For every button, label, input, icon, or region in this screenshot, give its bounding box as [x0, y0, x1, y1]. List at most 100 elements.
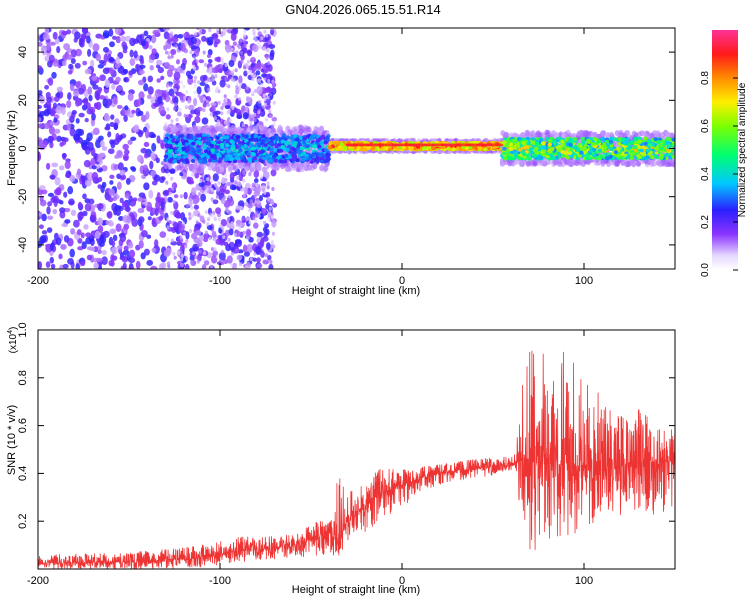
- spectrogram-cell: [55, 186, 62, 196]
- spectrogram-cell: [255, 211, 259, 216]
- spectrogram-cell: [236, 114, 243, 120]
- spectrogram-cell: [319, 140, 324, 145]
- spectrogram-cell: [236, 175, 240, 180]
- spectrogram-cell: [208, 70, 212, 75]
- spectrogram-cell: [52, 195, 59, 203]
- spectrogram-cell: [202, 219, 206, 224]
- spectrogram-cell: [173, 194, 179, 199]
- spectrogram-cell: [169, 83, 173, 88]
- spectrogram-cell: [175, 212, 182, 219]
- spectrogram-cell: [242, 178, 246, 183]
- spectrogram-cell: [46, 206, 51, 215]
- spectrogram-cell: [149, 65, 154, 71]
- spectrogram-cell: [189, 254, 195, 262]
- spectrogram-cell: [297, 150, 302, 155]
- spectrogram-cell: [236, 152, 241, 157]
- spectrogram-cell: [137, 131, 143, 138]
- spectrogram-cell: [252, 137, 258, 142]
- spectrogram-cell: [230, 221, 235, 229]
- spectrogram-cell: [246, 151, 252, 156]
- spectrogram-cell: [301, 151, 307, 156]
- spectrogram-cell: [214, 74, 218, 79]
- spectrogram-cell: [233, 263, 237, 267]
- spectrogram-cell: [173, 71, 181, 81]
- spectrogram-cell: [311, 153, 316, 158]
- spectrogram-cell: [146, 94, 152, 100]
- spectrogram-cell: [273, 158, 278, 163]
- spectrogram-cell: [192, 126, 198, 133]
- spectrogram-cell: [235, 50, 239, 55]
- spectrogram-cell: [100, 234, 105, 244]
- spectrogram-cell: [208, 236, 212, 241]
- spectrogram-cell: [269, 217, 273, 222]
- spectrogram-cell: [202, 145, 207, 150]
- spectrogram-cell: [184, 244, 188, 249]
- spectrogram-cell: [58, 165, 65, 171]
- spectrogram-cell: [202, 186, 206, 191]
- spectrogram-cell: [104, 114, 111, 122]
- spectrogram-cell: [285, 147, 290, 152]
- spectrogram-cell: [63, 191, 68, 198]
- spectrogram-cell: [315, 138, 321, 143]
- spectrogram-cell: [44, 55, 50, 62]
- spectrogram-cell: [263, 220, 267, 225]
- spectrogram-cell: [188, 212, 192, 217]
- spectrogram-cell: [151, 217, 157, 225]
- spectrogram-cell: [68, 63, 74, 70]
- spectrogram-cell: [193, 204, 200, 210]
- spectrogram-cell: [169, 133, 174, 138]
- spectrogram-cell: [232, 41, 238, 46]
- spectrogram-cell: [285, 135, 291, 140]
- spectrogram-cell: [121, 41, 127, 48]
- spectrogram-cell: [201, 35, 207, 42]
- spectrogram-cell: [162, 190, 169, 196]
- spectrogram-cell: [122, 153, 129, 162]
- spectrogram-cell: [264, 253, 269, 258]
- spectrogram-cell: [171, 186, 175, 191]
- spectrogram-cell: [163, 138, 168, 143]
- spectrogram-cell: [195, 220, 199, 225]
- spectrogram-cell: [218, 126, 224, 133]
- spectrogram-cell: [268, 141, 274, 146]
- spectrogram-cell: [140, 147, 148, 154]
- spectrogram-cell: [234, 68, 238, 73]
- spectrogram-cell: [167, 158, 173, 163]
- spectrogram-cell: [238, 96, 242, 101]
- spectrogram-cell: [252, 156, 258, 161]
- spectrogram-cell: [271, 82, 277, 88]
- spectrogram-cell: [198, 249, 202, 254]
- spectrogram-cell: [197, 39, 201, 44]
- spectrogram-cell: [246, 235, 250, 240]
- spectrogram-cell: [239, 38, 243, 43]
- spectrogram-cell: [230, 140, 236, 145]
- spectrogram-cell: [242, 193, 246, 198]
- spectrogram-cell: [166, 217, 170, 222]
- spectrogram-cell: [156, 135, 161, 144]
- spectrogram-cell: [184, 263, 190, 269]
- spectrogram-cell: [75, 118, 80, 124]
- spectrogram-cell: [206, 224, 213, 231]
- spectrogram-cell: [167, 196, 173, 203]
- spectrogram-cell: [224, 189, 231, 195]
- spectrogram-cell: [99, 241, 105, 248]
- spectrogram-cell: [65, 172, 70, 179]
- spectrogram-cell: [242, 112, 249, 120]
- spectrogram-cell: [135, 260, 141, 269]
- spectrogram-cell: [190, 260, 194, 265]
- spectrogram-cell: [170, 238, 174, 243]
- spectrogram-cell: [146, 259, 154, 266]
- spectrogram-cell: [64, 160, 71, 170]
- spectrogram-cell: [223, 157, 228, 162]
- spectrogram-cell: [253, 35, 257, 40]
- spectrogram-cell: [292, 150, 298, 155]
- spectrogram-cell: [256, 236, 261, 241]
- spectrogram-cell: [124, 193, 130, 199]
- spectrogram-cell: [86, 108, 94, 115]
- spectrogram-cell: [119, 169, 126, 175]
- spectrogram-cell: [286, 140, 291, 145]
- spectrogram-cell: [195, 111, 201, 117]
- spectrogram-cell: [243, 70, 248, 77]
- spectrogram-cell: [251, 146, 257, 151]
- spectrogram-cell: [165, 88, 169, 93]
- spectrogram-cell: [169, 168, 176, 174]
